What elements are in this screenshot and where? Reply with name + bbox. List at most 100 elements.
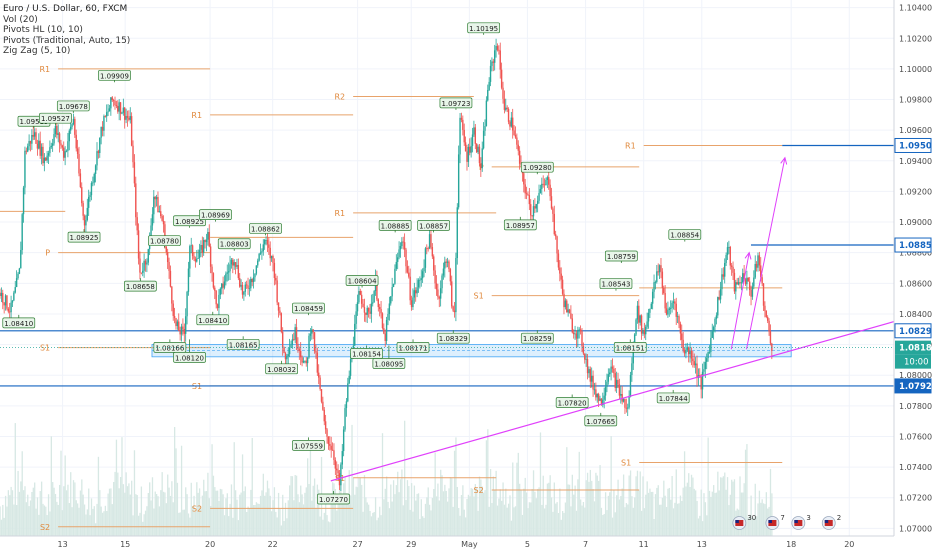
- candle-body: [513, 130, 515, 135]
- candle-body: [412, 297, 414, 308]
- candle-body: [239, 278, 241, 287]
- candle-body: [451, 281, 453, 307]
- volume-bar: [607, 495, 610, 536]
- volume-bar: [57, 504, 59, 536]
- candle-body: [635, 319, 637, 335]
- candle-body: [485, 100, 488, 126]
- volume-bar: [538, 487, 540, 536]
- candle-body: [3, 302, 5, 306]
- candle-body: [161, 216, 163, 221]
- candle-body: [18, 268, 21, 274]
- volume-bar: [128, 483, 130, 536]
- pivot-line-label: R2: [334, 92, 345, 101]
- volume-bar: [731, 479, 733, 536]
- level-price-badge[interactable]: [894, 378, 932, 394]
- candle-body: [272, 255, 274, 263]
- candle-body: [276, 280, 278, 303]
- indicator-zigzag[interactable]: Zig Zag (5, 10): [3, 46, 71, 56]
- indicator-pivots-hl[interactable]: Pivots HL (10, 10): [3, 25, 83, 35]
- candle-body: [481, 148, 483, 169]
- volume-bar: [426, 497, 428, 536]
- current-price-badge[interactable]: [895, 340, 931, 355]
- candle-body: [112, 100, 115, 101]
- volume-bar: [487, 429, 489, 536]
- projection-arrow[interactable]: [745, 157, 786, 350]
- candle-body: [0, 292, 1, 297]
- trendline[interactable]: [330, 321, 895, 482]
- volume-bar: [419, 518, 421, 536]
- volume-bar: [602, 515, 604, 536]
- candle-body: [236, 265, 238, 267]
- candle-body: [362, 303, 364, 308]
- pivot-label-text: 1.08759: [607, 253, 636, 261]
- level-price-badge[interactable]: [894, 237, 932, 253]
- volume-bar: [139, 512, 141, 536]
- volume-bar: [218, 501, 220, 536]
- volume-bar: [762, 503, 765, 536]
- candle-body: [534, 206, 536, 209]
- candle-body: [664, 293, 666, 309]
- candle-body: [685, 349, 687, 354]
- candle-body: [621, 394, 623, 402]
- projection-arrow[interactable]: [730, 252, 750, 350]
- volume-bar: [210, 505, 212, 536]
- candle-body: [130, 116, 133, 146]
- candle-body: [663, 288, 665, 294]
- candle-body: [674, 301, 676, 304]
- volume-bar: [54, 493, 57, 536]
- volume-bar: [110, 488, 112, 536]
- volume-bar: [270, 511, 273, 536]
- candle-body: [546, 177, 549, 180]
- candle-body: [588, 369, 590, 374]
- volume-bar: [480, 479, 482, 536]
- volume-bar: [758, 490, 761, 536]
- symbol-title[interactable]: Euro / U.S. Dollar, 60, FXCM: [3, 4, 128, 14]
- volume-bar: [427, 487, 429, 536]
- candle-body: [136, 217, 138, 231]
- volume-bar: [182, 509, 184, 536]
- volume-bar: [596, 475, 598, 536]
- volume-bar: [311, 500, 313, 536]
- time-tick-label: 13: [57, 540, 67, 549]
- level-price-badge[interactable]: [894, 137, 932, 153]
- volume-bar: [178, 512, 180, 536]
- candle-body: [105, 112, 108, 117]
- volume-bar: [0, 519, 3, 536]
- volume-bar: [144, 510, 147, 536]
- plot-area[interactable]: [0, 0, 894, 536]
- candle-body: [122, 107, 125, 113]
- volume-bar: [484, 490, 486, 536]
- volume-bar: [75, 500, 77, 536]
- volume-bar: [598, 480, 600, 536]
- volume-bar: [696, 500, 698, 536]
- candle-body: [556, 236, 558, 254]
- candle-body: [524, 184, 526, 194]
- candle-body: [28, 140, 30, 147]
- pivot-label-box: [599, 278, 633, 289]
- pivot-label-text: 1.08410: [198, 317, 227, 325]
- candle-body: [2, 292, 4, 303]
- volume-bar: [313, 478, 316, 536]
- candle-body: [191, 245, 194, 257]
- candle-body: [226, 272, 228, 274]
- level-price-badge[interactable]: [894, 323, 932, 339]
- candle-body: [270, 255, 273, 259]
- pivot-label-text: 1.09515: [19, 118, 48, 126]
- candle-body: [85, 220, 87, 226]
- price-axis[interactable]: [894, 0, 932, 550]
- indicator-volume[interactable]: Vol (20): [3, 14, 38, 25]
- candle-body: [585, 358, 587, 360]
- candle-body: [154, 196, 156, 200]
- time-axis[interactable]: [0, 536, 894, 550]
- indicator-pivots-traditional[interactable]: Pivots (Traditional, Auto, 15): [3, 35, 131, 46]
- pivot-label-box: [439, 97, 473, 109]
- candle-body: [258, 253, 260, 261]
- candle-body: [613, 368, 615, 374]
- volume-bar: [392, 480, 395, 536]
- price-tick-label: 1.10200: [899, 34, 932, 43]
- volume-bar: [222, 494, 224, 536]
- volume-bar: [718, 490, 720, 536]
- candle-body: [82, 203, 84, 216]
- candle-body: [63, 147, 65, 158]
